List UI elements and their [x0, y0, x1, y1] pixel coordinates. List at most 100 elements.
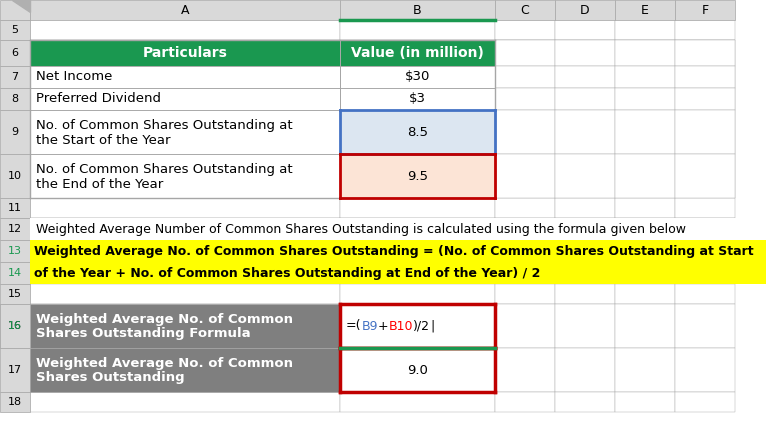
Bar [0, 0, 30, 20]
Bar [0, 262, 30, 284]
Bar [555, 110, 615, 154]
Bar [615, 304, 675, 348]
Text: D: D [580, 4, 590, 16]
Bar [340, 40, 495, 66]
Text: Weighted Average Number of Common Shares Outstanding is calculated using the for: Weighted Average Number of Common Shares… [36, 223, 686, 235]
Text: 18: 18 [8, 397, 22, 407]
Text: 6: 6 [11, 48, 18, 58]
Bar [0, 66, 30, 88]
Bar [30, 40, 340, 66]
Bar [30, 392, 340, 412]
Text: Weighted Average No. of Common: Weighted Average No. of Common [36, 358, 293, 370]
Bar [495, 348, 555, 392]
Bar [0, 20, 30, 40]
Bar [495, 66, 555, 88]
Bar [495, 40, 555, 66]
Text: 14: 14 [8, 268, 22, 278]
Text: B10: B10 [388, 319, 413, 333]
Text: the End of the Year: the End of the Year [36, 177, 163, 191]
Bar [615, 284, 675, 304]
Bar [555, 40, 615, 66]
Bar [495, 218, 555, 240]
Bar [615, 40, 675, 66]
Text: $3: $3 [409, 93, 426, 105]
Text: 17: 17 [8, 365, 22, 375]
Bar [30, 66, 340, 88]
Bar [0, 392, 30, 412]
Bar [555, 262, 615, 284]
Text: Net Income: Net Income [36, 71, 113, 83]
Bar [0, 284, 30, 304]
Text: 8: 8 [11, 94, 18, 104]
Bar [675, 218, 735, 240]
Bar [495, 154, 555, 198]
Text: the Start of the Year: the Start of the Year [36, 134, 171, 146]
Bar [495, 88, 555, 110]
Bar [675, 154, 735, 198]
Bar [30, 198, 340, 218]
Bar [675, 198, 735, 218]
Bar [675, 154, 735, 198]
Bar [615, 262, 675, 284]
Bar [0, 154, 30, 198]
Text: of the Year + No. of Common Shares Outstanding at End of the Year) / 2: of the Year + No. of Common Shares Outst… [34, 266, 540, 280]
Bar [675, 0, 735, 20]
Text: Shares Outstanding: Shares Outstanding [36, 371, 185, 385]
Text: =(: =( [346, 319, 362, 333]
Bar [0, 40, 30, 66]
Text: $30: $30 [404, 71, 430, 83]
Text: 12: 12 [8, 224, 22, 234]
Bar [555, 110, 615, 154]
Bar [340, 110, 495, 154]
Bar [0, 88, 30, 110]
Bar [340, 66, 495, 88]
Bar [675, 40, 735, 66]
Bar [340, 348, 495, 392]
Bar [495, 20, 555, 40]
Bar [30, 348, 340, 392]
Text: 9: 9 [11, 127, 18, 137]
Bar [675, 88, 735, 110]
Bar [555, 240, 615, 262]
Bar [340, 88, 495, 110]
Bar [675, 66, 735, 88]
Bar [340, 284, 495, 304]
Bar [340, 304, 495, 348]
Bar [675, 284, 735, 304]
Text: +: + [378, 319, 388, 333]
Bar [675, 88, 735, 110]
Bar [615, 110, 675, 154]
Text: No. of Common Shares Outstanding at: No. of Common Shares Outstanding at [36, 120, 293, 132]
Bar [615, 240, 675, 262]
Bar [340, 262, 495, 284]
Bar [495, 88, 555, 110]
Bar [340, 110, 495, 154]
Bar [340, 20, 495, 40]
Bar [555, 88, 615, 110]
Bar [30, 154, 340, 198]
Bar [30, 262, 766, 284]
Bar [30, 20, 340, 40]
Text: )/2: )/2 [413, 319, 430, 333]
Bar [555, 66, 615, 88]
Bar [30, 88, 340, 110]
Bar [340, 218, 495, 240]
Bar [340, 88, 495, 110]
Bar [0, 240, 30, 262]
Bar [30, 110, 340, 154]
Text: Weighted Average No. of Common Shares Outstanding = (No. of Common Shares Outsta: Weighted Average No. of Common Shares Ou… [34, 244, 754, 258]
Bar [615, 88, 675, 110]
Bar [615, 198, 675, 218]
Bar [615, 348, 675, 392]
Bar [340, 198, 495, 218]
Bar [0, 198, 30, 218]
Bar [30, 240, 766, 262]
Bar [675, 392, 735, 412]
Text: |: | [430, 319, 434, 333]
Bar [30, 304, 340, 348]
Text: No. of Common Shares Outstanding at: No. of Common Shares Outstanding at [36, 164, 293, 176]
Bar [615, 66, 675, 88]
Bar [30, 240, 340, 262]
Bar [0, 110, 30, 154]
Text: A: A [181, 4, 189, 16]
